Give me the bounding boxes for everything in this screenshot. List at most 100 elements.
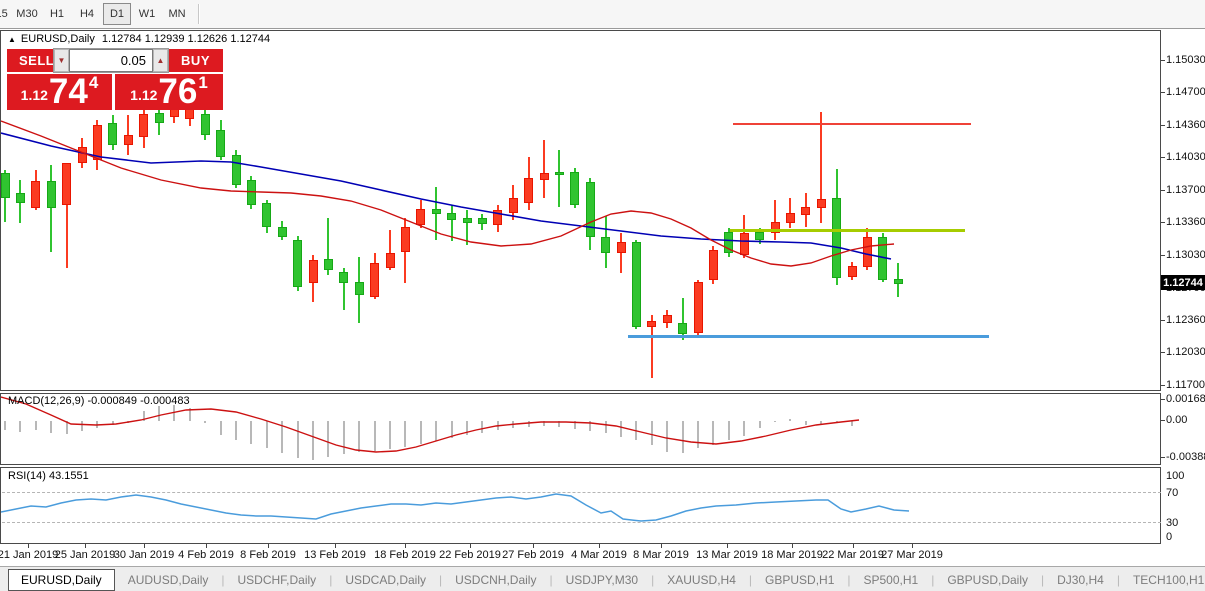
tab-separator: | <box>549 572 553 587</box>
candle <box>400 227 410 252</box>
candle <box>493 210 503 225</box>
macd-histogram-bar <box>419 421 422 444</box>
pivot-line[interactable] <box>730 229 965 232</box>
macd-histogram-bar <box>851 421 853 426</box>
rsi-panel[interactable] <box>0 467 1161 544</box>
macd-axis-tick <box>1161 399 1165 400</box>
timeframe-toolbar: M15 M30 H1 H4 D1 W1 MN <box>0 0 1205 29</box>
date-axis-label: 8 Feb 2019 <box>240 549 296 561</box>
macd-histogram-bar <box>358 421 361 452</box>
price-axis-tick <box>1161 255 1165 256</box>
buy-button[interactable]: BUY <box>181 53 210 68</box>
sell-button[interactable]: SELL <box>19 53 55 68</box>
candle <box>431 209 441 214</box>
candle <box>708 250 718 280</box>
timeframe-button-h4[interactable]: H4 <box>79 8 95 20</box>
support-line[interactable] <box>628 335 989 338</box>
date-axis-label: 27 Mar 2019 <box>881 549 943 561</box>
tab-dj30-h4[interactable]: DJ30,H4 <box>1057 572 1104 587</box>
date-axis-tick <box>144 544 145 548</box>
macd-histogram-bar <box>820 421 823 425</box>
candle <box>262 203 272 227</box>
buy-divider <box>115 72 223 74</box>
macd-histogram-bar <box>127 421 130 423</box>
date-axis-tick <box>85 544 86 548</box>
moving-average-fast <box>1 120 895 267</box>
macd-histogram-bar <box>697 421 699 448</box>
tab-usdchf-daily[interactable]: USDCHF,Daily <box>237 572 317 587</box>
macd-histogram-bar <box>4 421 6 430</box>
timeframe-button-mn[interactable]: MN <box>168 8 186 20</box>
tab-separator: | <box>847 572 851 587</box>
tab-gbpusd-h1[interactable]: GBPUSD,H1 <box>765 572 835 587</box>
tab-separator: | <box>1116 572 1120 587</box>
tab-sp500-h1[interactable]: SP500,H1 <box>863 572 919 587</box>
tab-eurusd-daily[interactable]: EURUSD,Daily <box>8 568 115 591</box>
volume-control: ▼ ▲ <box>53 48 169 73</box>
date-axis-label: 25 Jan 2019 <box>54 549 116 561</box>
macd-histogram-bar <box>835 421 838 423</box>
timeframe-button-m30[interactable]: M30 <box>16 8 38 20</box>
date-axis-label: 21 Jan 2019 <box>0 549 59 561</box>
macd-histogram-bar <box>173 405 176 421</box>
macd-axis-label: 0.001686 <box>1166 393 1205 405</box>
date-axis-tick <box>533 544 534 548</box>
tab-separator: | <box>651 572 655 587</box>
candle <box>524 178 534 203</box>
date-axis-label: 27 Feb 2019 <box>502 549 564 561</box>
candle-wick <box>681 298 684 340</box>
price-axis-label: 1.13360 <box>1166 216 1205 228</box>
timeframe-button-h1[interactable]: H1 <box>49 8 65 20</box>
tab-usdcad-daily[interactable]: USDCAD,Daily <box>345 572 426 587</box>
timeframe-button-m15[interactable]: M15 <box>0 8 8 20</box>
price-axis-tick <box>1161 157 1165 158</box>
candle <box>616 242 626 253</box>
candle <box>339 272 349 283</box>
candle <box>123 135 133 145</box>
sell-price-big: 74 <box>48 72 88 111</box>
tab-usdcnh-daily[interactable]: USDCNH,Daily <box>455 572 537 587</box>
buy-price[interactable]: 1.12 76 1 <box>115 72 223 111</box>
candle <box>216 130 226 157</box>
candle <box>15 193 25 203</box>
tab-xauusd-h4[interactable]: XAUUSD,H4 <box>667 572 736 587</box>
candle <box>693 282 703 333</box>
macd-histogram-bar <box>296 421 299 458</box>
tab-gbpusd-daily[interactable]: GBPUSD,Daily <box>947 572 1029 587</box>
price-axis-label: 1.14360 <box>1166 119 1205 131</box>
sell-price[interactable]: 1.12 74 4 <box>7 72 112 111</box>
candle <box>108 123 118 145</box>
main-chart-panel[interactable] <box>0 30 1161 391</box>
volume-increase-icon[interactable]: ▲ <box>153 49 168 72</box>
candle <box>508 198 518 213</box>
candle <box>847 266 857 277</box>
timeframe-button-d1[interactable]: D1 <box>103 3 131 25</box>
tab-usdjpy-m30[interactable]: USDJPY,M30 <box>565 572 639 587</box>
buy-price-pip: 1 <box>198 73 208 92</box>
candle <box>231 155 241 185</box>
candle <box>585 182 595 237</box>
tab-audusd-daily[interactable]: AUDUSD,Daily <box>127 572 209 587</box>
sell-price-prefix: 1.12 <box>20 87 48 103</box>
date-axis-tick <box>405 544 406 548</box>
price-axis-label: 1.13700 <box>1166 184 1205 196</box>
date-axis[interactable]: 21 Jan 2019 25 Jan 2019 30 Jan 2019 4 Feb 2… <box>0 544 1161 566</box>
volume-decrease-icon[interactable]: ▼ <box>54 49 69 72</box>
buy-price-big: 76 <box>158 72 198 111</box>
volume-input[interactable] <box>69 49 153 72</box>
macd-histogram-bar <box>188 408 191 421</box>
date-axis-tick <box>661 544 662 548</box>
buy-panel[interactable]: BUY 1.12 76 1 <box>115 49 223 110</box>
candle <box>277 227 287 237</box>
candle <box>462 218 472 223</box>
macd-axis-tick <box>1161 420 1165 421</box>
price-axis-label: 1.15030 <box>1166 54 1205 66</box>
chart-collapse-icon[interactable]: ▲ <box>8 35 16 44</box>
candle <box>662 315 672 323</box>
date-axis-tick <box>853 544 854 548</box>
candle-wick <box>450 205 453 241</box>
tab-tech100-h1[interactable]: TECH100,H1 <box>1132 572 1205 587</box>
timeframe-button-w1[interactable]: W1 <box>138 8 156 20</box>
resistance-line[interactable] <box>733 123 971 125</box>
